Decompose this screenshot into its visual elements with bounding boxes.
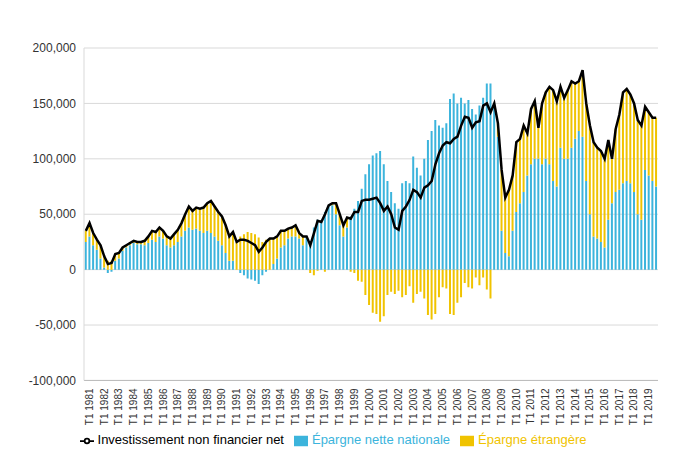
svg-text:T1 1985: T1 1985 — [143, 388, 154, 425]
svg-text:T1 1997: T1 1997 — [319, 388, 330, 425]
svg-text:T1 2007: T1 2007 — [467, 388, 478, 425]
svg-text:T1 2019: T1 2019 — [643, 388, 654, 425]
svg-text:T1 2008: T1 2008 — [481, 388, 492, 425]
svg-text:T1 1993: T1 1993 — [261, 388, 272, 425]
svg-text:T1 2018: T1 2018 — [629, 388, 640, 425]
svg-text:T1 2004: T1 2004 — [422, 388, 433, 425]
svg-text:200,000: 200,000 — [33, 41, 77, 55]
svg-text:T1 1986: T1 1986 — [158, 388, 169, 425]
html-text:Épargne nette nationale: Épargne nette nationale — [312, 432, 450, 448]
svg-text:T1 1987: T1 1987 — [172, 388, 183, 425]
svg-text:150,000: 150,000 — [33, 97, 77, 111]
svg-text:T1 1999: T1 1999 — [349, 388, 360, 425]
svg-text:T1 1995: T1 1995 — [290, 388, 301, 425]
svg-text:T1 1996: T1 1996 — [305, 388, 316, 425]
svg-text:0: 0 — [69, 263, 76, 277]
svg-text:T1 1982: T1 1982 — [99, 388, 110, 425]
svg-text:T1 1991: T1 1991 — [231, 388, 242, 425]
svg-text:T1 2001: T1 2001 — [378, 388, 389, 425]
svg-text:T1 1992: T1 1992 — [246, 388, 257, 425]
svg-text:T1 2014: T1 2014 — [570, 388, 581, 425]
svg-text:T1 1989: T1 1989 — [202, 388, 213, 425]
svg-text:T1 2016: T1 2016 — [599, 388, 610, 425]
svg-text:T1 2009: T1 2009 — [496, 388, 507, 425]
svg-text:T1 2006: T1 2006 — [452, 388, 463, 425]
svg-text:T1 2015: T1 2015 — [584, 388, 595, 425]
svg-text:100,000: 100,000 — [33, 152, 77, 166]
svg-text:T1 2003: T1 2003 — [408, 388, 419, 425]
svg-text:T1 2017: T1 2017 — [614, 388, 625, 425]
html-text:Investissement non financier n: Investissement non financier net — [97, 432, 284, 448]
svg-text:T1 2012: T1 2012 — [540, 388, 551, 425]
svg-text:T1 1983: T1 1983 — [113, 388, 124, 425]
svg-text:T1 1988: T1 1988 — [187, 388, 198, 425]
svg-text:T1 2011: T1 2011 — [525, 388, 536, 424]
svg-text:-100,000: -100,000 — [29, 374, 77, 388]
svg-text:T1 1994: T1 1994 — [275, 388, 286, 425]
svg-text:T1 2010: T1 2010 — [511, 388, 522, 425]
svg-text:-50,000: -50,000 — [35, 318, 76, 332]
svg-text:T1 1984: T1 1984 — [128, 388, 139, 425]
html-text:Épargne étrangère: Épargne étrangère — [478, 432, 587, 448]
svg-text:T1 1990: T1 1990 — [216, 388, 227, 425]
svg-text:T1 2005: T1 2005 — [437, 388, 448, 425]
svg-text:T1 1998: T1 1998 — [334, 388, 345, 425]
svg-text:T1 1981: T1 1981 — [84, 388, 95, 425]
svg-text:T1 2002: T1 2002 — [393, 388, 404, 425]
svg-text:T1 2000: T1 2000 — [364, 388, 375, 425]
svg-text:T1 2013: T1 2013 — [555, 388, 566, 425]
svg-text:50,000: 50,000 — [39, 207, 76, 221]
